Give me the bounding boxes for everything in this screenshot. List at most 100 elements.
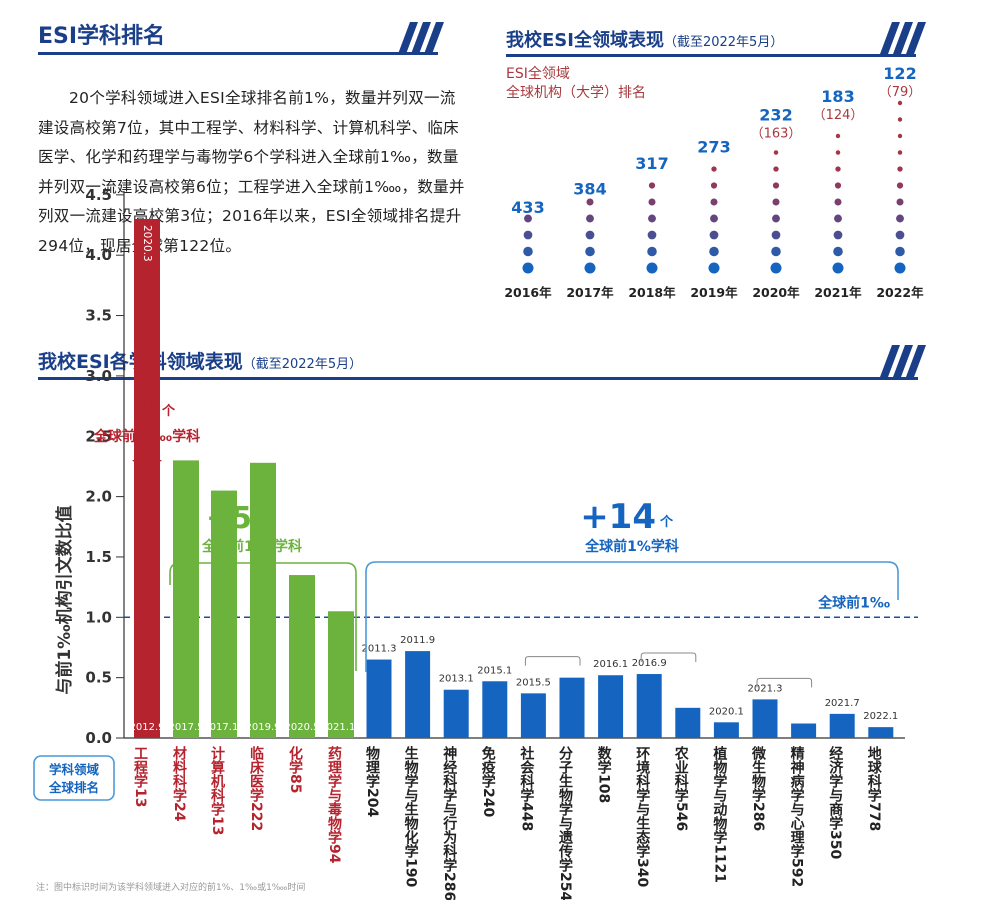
rank-dot <box>710 182 718 189</box>
bar <box>713 722 739 738</box>
rank-dot <box>897 150 903 155</box>
date-label: 2021.11 <box>320 722 361 733</box>
rank-dot <box>524 214 532 223</box>
bar <box>752 699 778 738</box>
bar <box>134 218 160 739</box>
y-tick-label: 3.0 <box>85 367 112 385</box>
year-label: 2016年 <box>504 285 552 300</box>
rank-dot <box>896 182 904 189</box>
rank-dot <box>523 246 533 257</box>
rank-value-label: 183 <box>821 87 854 106</box>
date-label: 2021.3 <box>748 683 783 694</box>
category-label: 地球科学778 <box>866 745 882 831</box>
year-label: 2018年 <box>628 285 676 300</box>
rank-legend-box <box>33 755 115 801</box>
group3-unit: 个 <box>659 514 674 530</box>
date-label: 2012.9 <box>130 722 165 733</box>
category-label: 神经科学与行为科学286 <box>441 745 458 900</box>
subject-performance-underline <box>38 377 918 380</box>
rank-dot <box>586 198 594 206</box>
rank-dot <box>523 230 533 240</box>
rank-value-label: 433 <box>511 198 544 217</box>
rank-dot <box>648 198 656 206</box>
threshold-label: 全球前1‰ <box>817 594 890 611</box>
group1-unit: 个 <box>161 403 176 419</box>
rank-dot <box>585 246 595 257</box>
bar <box>868 727 894 738</box>
university-rank-label: （124） <box>813 108 864 123</box>
category-label: 经济学与商学350 <box>827 745 843 859</box>
rank-dot <box>711 166 717 172</box>
y-tick-label: 1.5 <box>85 548 112 566</box>
rank-dot <box>709 246 719 257</box>
rank-value-label: 273 <box>697 137 730 156</box>
rank-dot <box>771 230 781 240</box>
date-label: 2020.3 <box>141 225 153 262</box>
bar <box>211 490 237 738</box>
esi-ranking-underline <box>38 52 438 55</box>
rank-dot <box>832 262 844 274</box>
date-label: 2011.3 <box>362 644 397 655</box>
rank-dot <box>772 198 780 206</box>
date-label: 2015.1 <box>477 665 512 676</box>
rank-dot <box>897 117 903 122</box>
y-tick-label: 4.5 <box>85 186 112 204</box>
slash-decoration-2 <box>880 22 926 54</box>
group3-label: 全球前1%学科 <box>584 538 679 555</box>
category-label: 精神病学与心理学592 <box>789 745 805 887</box>
rank-dot <box>895 246 905 257</box>
group2-label: 全球前1‰学科 <box>201 538 302 555</box>
bar <box>675 707 701 738</box>
category-label: 免疫学240 <box>480 745 496 817</box>
rank-dot <box>834 182 842 189</box>
group1-label: 全球前1‱学科 <box>93 428 200 445</box>
date-label: 2016.9 <box>632 658 667 669</box>
y-tick-label: 4.0 <box>85 246 112 264</box>
bar <box>443 689 469 738</box>
university-rank-label: （79） <box>879 85 922 100</box>
rank-dot <box>772 214 780 223</box>
y-tick-label: 2.0 <box>85 488 112 506</box>
bar <box>598 675 624 738</box>
year-label: 2020年 <box>752 285 800 300</box>
rank-dot <box>834 214 842 223</box>
y-axis-label: 与前1‰机构引文数比值 <box>54 505 75 694</box>
rank-dot <box>647 246 657 257</box>
rank-dot <box>710 198 718 206</box>
date-label: 2017.11 <box>203 722 244 733</box>
category-label: 农业科学546 <box>673 745 690 831</box>
category-label: 生物学与生物化学190 <box>403 745 419 887</box>
date-label: 2020.1 <box>709 706 744 717</box>
category-label: 物理学204 <box>364 745 380 817</box>
rank-dot <box>708 262 720 274</box>
rank-dot <box>833 246 843 257</box>
rank-value-label: 122 <box>883 64 916 83</box>
category-label: 社会科学448 <box>518 745 535 831</box>
bar <box>405 651 431 738</box>
rank-dot <box>897 100 903 106</box>
rank-dot <box>770 262 782 274</box>
category-label: 工程学13 <box>132 746 148 807</box>
category-label: 化学85 <box>287 745 303 793</box>
rank-dot <box>709 230 719 240</box>
date-bracket <box>640 652 697 663</box>
bar <box>366 659 392 738</box>
rank-dot <box>897 133 903 139</box>
bar <box>482 681 508 738</box>
date-label: 2020.5 <box>285 722 320 733</box>
rank-dot <box>894 262 906 274</box>
rank-dot <box>773 150 779 155</box>
y-tick-label: 1.0 <box>85 608 112 626</box>
date-label: 2011.9 <box>400 635 435 646</box>
rank-dot <box>772 182 780 189</box>
rank-dot <box>896 198 904 206</box>
bar <box>250 462 276 738</box>
slash-decoration-1 <box>398 22 444 54</box>
rank-dot <box>835 166 841 172</box>
rank-dot <box>895 230 905 240</box>
category-label: 环境科学与生态学340 <box>634 746 650 887</box>
y-tick-label: 3.5 <box>85 307 112 325</box>
bar <box>328 611 354 738</box>
date-label: 2022.1 <box>863 711 898 722</box>
